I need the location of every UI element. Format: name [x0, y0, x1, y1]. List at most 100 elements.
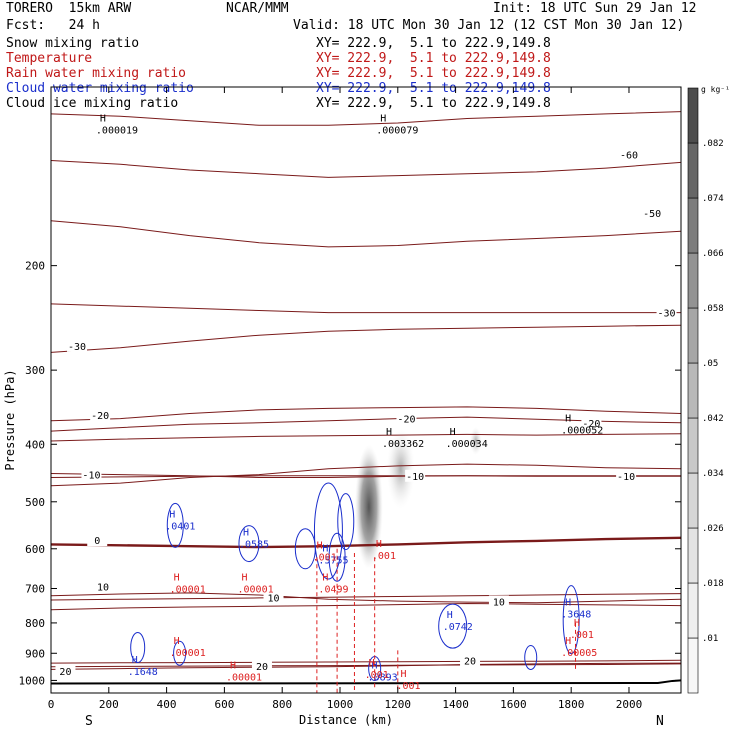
snow-max-value: .000034 — [446, 439, 488, 450]
field-cloud-ice-xy: XY= 222.9, 5.1 to 222.9,149.8 — [316, 96, 551, 111]
isotherm-label: 0 — [94, 536, 100, 547]
colorbar-bin — [687, 527, 699, 584]
field-rain-xy: XY= 222.9, 5.1 to 222.9,149.8 — [316, 66, 551, 81]
cloud-water-max-value: .1648 — [128, 667, 158, 678]
isotherm-label-bg — [396, 412, 417, 425]
y-tick-label: 600 — [25, 543, 45, 556]
cloud-water-max-value: .0893 — [368, 673, 398, 684]
snow-max-h-marker: H — [565, 414, 571, 425]
field-snow-xy: XY= 222.9, 5.1 to 222.9,149.8 — [316, 36, 551, 51]
rain-max-h-marker: H — [317, 540, 323, 551]
cloud-water-max-h-marker: H — [169, 509, 175, 520]
snow-max-h-marker: H — [380, 114, 386, 125]
colorbar-tick-label: .05 — [702, 359, 718, 369]
rain-max-value: .001 — [396, 681, 420, 692]
snow-max-h-marker: H — [450, 427, 456, 438]
snow-max-value: .000052 — [561, 426, 603, 437]
cloud-water-max-value: .5755 — [318, 555, 348, 566]
snow-max-value: .000019 — [96, 126, 138, 137]
isotherm-label-bg — [81, 468, 102, 481]
cloud-water-max-h-marker: H — [372, 661, 378, 672]
rain-max-h-marker: H — [574, 618, 580, 629]
init-time: Init: 18 UTC Sun 29 Jan 12 — [493, 1, 697, 16]
colorbar-tick-label: .082 — [702, 139, 724, 149]
model-title: TORERO 15km ARW — [6, 1, 132, 16]
isotherm-label-bg — [93, 580, 114, 593]
field-snow: Snow mixing ratio — [6, 36, 140, 51]
isotherm-label-bg — [263, 591, 284, 604]
south-end-label: S — [85, 714, 93, 729]
colorbar-tick-label: .066 — [702, 249, 724, 259]
cloud-water-contour — [294, 528, 316, 570]
isotherm-line — [50, 406, 682, 422]
isotherm-label-bg — [87, 534, 108, 547]
colorbar-tick-label: .058 — [702, 304, 724, 314]
colorbar-bin — [687, 582, 699, 639]
colorbar-bin — [687, 637, 699, 694]
isotherm-label: 10 — [493, 597, 505, 608]
x-axis-title: Distance (km) — [299, 713, 393, 727]
rain-max-value: .001 — [365, 670, 389, 681]
colorbar-bin — [687, 307, 699, 364]
cloud-water-contour — [238, 525, 260, 563]
rain-max-value: .001 — [313, 552, 337, 563]
x-tick-label: 1400 — [442, 698, 469, 711]
cloud-water-contour — [328, 532, 346, 582]
colorbar: .01 .018 .026 .034 .042 .05 .058 .066 .074 .082 g … — [687, 85, 730, 694]
isotherm-label: 10 — [267, 594, 279, 605]
x-tick-label: 1800 — [558, 698, 585, 711]
x-tick-label: 2000 — [616, 698, 643, 711]
isotherm-label: -30 — [68, 342, 86, 353]
isotherm-line — [50, 111, 682, 126]
isotherm-line — [50, 463, 682, 487]
isotherm-label: -20 — [91, 411, 109, 422]
north-end-label: N — [656, 714, 664, 729]
isotherm-label: 20 — [256, 662, 268, 673]
isotherm-label-bg — [656, 306, 677, 319]
cloud-water-contour — [524, 645, 538, 671]
contour-layer — [50, 111, 682, 693]
x-tick-label: 200 — [99, 698, 119, 711]
y-tick-label: 200 — [25, 260, 45, 273]
x-tick-label: 0 — [48, 698, 55, 711]
cloud-water-contour — [438, 603, 468, 649]
field-cloud-ice: Cloud ice mixing ratio — [6, 96, 179, 111]
isotherm-line — [50, 220, 682, 248]
isotherm-label-bg — [55, 665, 76, 678]
rain-max-h-marker: H — [242, 573, 248, 584]
cloud-water-contour — [368, 656, 382, 682]
x-tick-label: 800 — [272, 698, 292, 711]
isotherm-line — [50, 160, 682, 178]
cloud-water-contour — [173, 640, 187, 666]
isotherm-label: -30 — [658, 309, 676, 320]
ground-line — [50, 679, 682, 685]
snow-max-h-marker: H — [386, 427, 392, 438]
field-cloud-water: Cloud water mixing ratio — [6, 81, 194, 96]
isotherm-label-bg — [67, 339, 88, 352]
x-tick-label: 600 — [214, 698, 234, 711]
cloud-water-max-value: .0401 — [165, 521, 195, 532]
rain-max-h-marker: H — [400, 669, 406, 680]
isotherm-line — [50, 416, 682, 432]
cloud-water-max-h-marker: H — [132, 655, 138, 666]
colorbar-bin — [687, 252, 699, 309]
isotherm-line — [50, 303, 681, 314]
isotherm-label-bg — [90, 408, 111, 421]
isotherm-label: 20 — [59, 667, 71, 678]
cloud-water-contour — [337, 493, 355, 551]
x-tick-label: 1600 — [500, 698, 527, 711]
snow-max-value: .000079 — [376, 126, 418, 137]
isotherm-line — [50, 663, 682, 668]
cloud-water-contour — [313, 482, 343, 580]
x-tick-label: 1200 — [385, 698, 412, 711]
snow-core-shading — [354, 444, 383, 569]
isotherm-label: 20 — [464, 656, 476, 667]
isotherm-line — [50, 536, 682, 549]
x-tick-label: 1000 — [327, 698, 354, 711]
field-cloud-water-xy: XY= 222.9, 5.1 to 222.9,149.8 — [316, 81, 551, 96]
colorbar-bin — [687, 362, 699, 419]
x-tick-label: 400 — [157, 698, 177, 711]
cloud-water-max-value: .3648 — [561, 610, 591, 621]
